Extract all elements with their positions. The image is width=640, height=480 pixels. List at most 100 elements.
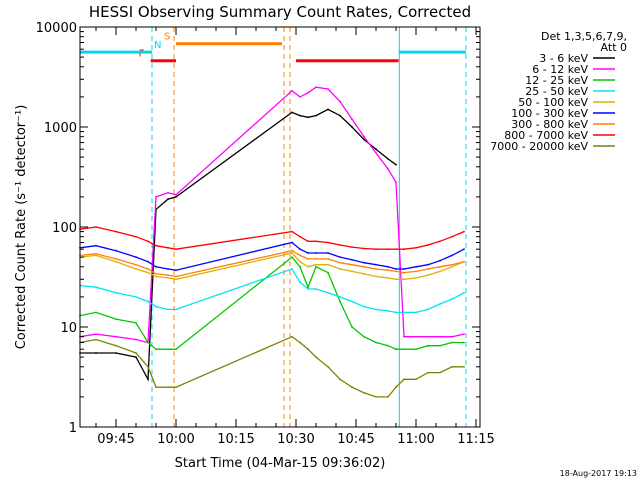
series-5-point: [135, 268, 137, 270]
series-7-point: [439, 265, 441, 268]
series-2-point: [387, 168, 389, 170]
series-6-point: [327, 252, 329, 254]
series-3-point: [339, 300, 341, 303]
series-2-point: [463, 333, 465, 335]
series-6-point: [175, 269, 177, 272]
series-3-point: [439, 344, 441, 347]
series-4-point: [175, 308, 177, 311]
series-7-point: [315, 258, 317, 260]
chart-title: HESSI Observing Summary Count Rates, Cor…: [89, 3, 471, 21]
series-9-point: [115, 344, 117, 347]
series-8-point: [291, 230, 293, 233]
series-2-point: [395, 181, 397, 184]
series-6-point: [167, 268, 169, 270]
series-2-point: [299, 96, 301, 98]
series-1-point: [387, 158, 389, 160]
series-4-point: [155, 305, 157, 308]
series-line-6: [79, 241, 465, 271]
series-6-point: [415, 265, 417, 268]
y-axis-title: Corrected Count Rate (s⁻¹ detector⁻¹): [14, 105, 29, 350]
series-4-point: [327, 291, 329, 294]
x-tick-label: 10:30: [277, 432, 314, 447]
series-5-point: [415, 277, 417, 279]
series-3-point: [299, 265, 301, 268]
x-tick-label: 09:45: [97, 432, 134, 447]
series-3-point: [463, 341, 465, 344]
series-1-point: [315, 114, 317, 117]
series-7-point: [291, 249, 293, 252]
series-3-point: [327, 271, 329, 274]
series-6-point: [339, 256, 341, 258]
series-4-point: [135, 296, 137, 298]
series-6-point: [395, 268, 397, 270]
series-1-point: [299, 114, 301, 117]
series-8-point: [135, 235, 137, 238]
series-4-point: [167, 308, 169, 311]
x-tick-label: 10:45: [337, 432, 374, 447]
series-7-point: [451, 263, 453, 266]
series-9-point: [451, 365, 453, 368]
series-9-point: [439, 371, 441, 374]
series-9-point: [327, 365, 329, 368]
series-6-point: [463, 248, 465, 251]
series-5-point: [95, 254, 97, 257]
legend-label-2: 6 - 12 keV: [532, 63, 588, 76]
series-2-point: [167, 191, 169, 194]
series-8-point: [327, 241, 329, 244]
series-6-point: [315, 252, 317, 254]
series-8-point: [155, 244, 157, 247]
series-9-point: [95, 338, 97, 341]
series-7-point: [363, 265, 365, 268]
series-1-point: [363, 138, 365, 141]
series-1-point: [291, 111, 293, 114]
series-8-point: [463, 230, 465, 233]
flag-N-label: N: [154, 40, 161, 51]
series-3-point: [307, 286, 309, 289]
plot-frame: [79, 26, 481, 428]
series-2-point: [115, 335, 117, 338]
legend-label-8: 800 - 7000 keV: [504, 129, 588, 142]
series-4-point: [439, 303, 441, 305]
series-8-point: [115, 230, 117, 233]
series-6-point: [387, 265, 389, 268]
legend-label-1: 3 - 6 keV: [539, 52, 588, 65]
legend-label-4: 25 - 50 keV: [525, 85, 588, 98]
y-tick-label: 1000: [44, 121, 77, 136]
series-8-point: [395, 248, 397, 251]
series-3-point: [427, 344, 429, 347]
series-8-point: [95, 226, 97, 228]
series-3-point: [415, 348, 417, 351]
series-6-point: [115, 249, 117, 252]
series-5-point: [327, 263, 329, 266]
series-6-point: [439, 259, 441, 262]
y-tick-label: 10000: [36, 21, 77, 36]
series-7-point: [147, 268, 149, 270]
series-1-point: [351, 126, 353, 128]
series-8-point: [451, 235, 453, 238]
y-tick-label: 10: [60, 321, 77, 336]
series-7-point: [375, 268, 377, 270]
series-6-point: [135, 256, 137, 258]
series-9-point: [291, 335, 293, 338]
series-8-point: [387, 248, 389, 251]
series-8-point: [375, 248, 377, 251]
series-9-point: [351, 386, 353, 389]
series-2-point: [363, 135, 365, 138]
series-8-point: [339, 244, 341, 246]
legend-header-line-2: Att 0: [601, 41, 627, 54]
series-1-point: [339, 114, 341, 117]
series-3-point: [175, 348, 177, 351]
series-5-point: [375, 275, 377, 278]
series-2-point: [135, 338, 137, 341]
series-5-point: [167, 277, 169, 279]
series-2-point: [95, 333, 97, 335]
series-line-8: [79, 226, 465, 250]
series-9-point: [167, 386, 169, 389]
series-6-point: [155, 265, 157, 268]
series-3-point: [291, 256, 293, 258]
series-6-point: [451, 254, 453, 257]
series-9-point: [307, 348, 309, 351]
series-7-point: [339, 261, 341, 264]
